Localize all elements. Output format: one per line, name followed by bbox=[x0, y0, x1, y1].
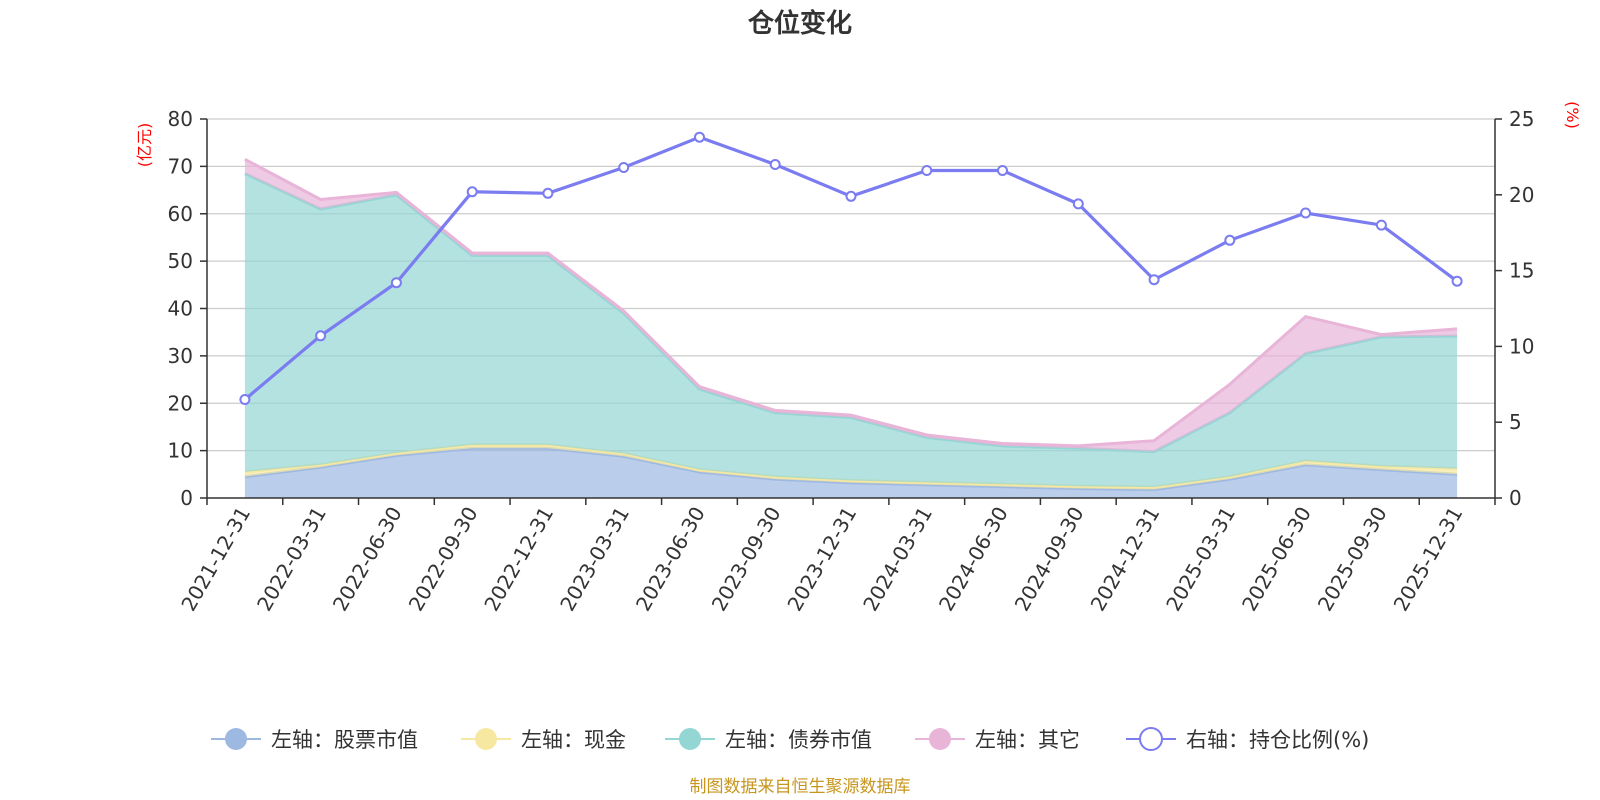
ratio-point bbox=[542, 187, 554, 199]
legend-marker-circle bbox=[1139, 727, 1163, 751]
legend-label: 左轴：现金 bbox=[521, 728, 626, 752]
left-axis-tick-label: 70 bbox=[168, 154, 193, 178]
legend-marker-circle bbox=[225, 728, 247, 750]
ratio-point bbox=[1300, 207, 1312, 219]
legend-label: 左轴：股票市值 bbox=[271, 728, 418, 752]
x-axis-label: 2023-06-30 bbox=[631, 503, 710, 616]
x-axis-label: 2025-12-31 bbox=[1389, 503, 1468, 616]
area-左轴：债券市值 bbox=[244, 173, 1458, 488]
x-axis-label: 2024-06-30 bbox=[934, 503, 1013, 616]
x-axis-label: 2022-09-30 bbox=[404, 503, 483, 616]
x-axis-label: 2023-09-30 bbox=[707, 503, 786, 616]
left-axis-tick-label: 30 bbox=[168, 344, 193, 368]
right-axis-tick-label: 5 bbox=[1509, 410, 1522, 434]
legend-marker-circle bbox=[929, 728, 951, 750]
x-axis-label: 2022-03-31 bbox=[252, 503, 331, 616]
ratio-point bbox=[694, 131, 705, 143]
chart-title: 仓位变化 bbox=[747, 8, 852, 39]
x-axis-label: 2021-12-31 bbox=[176, 503, 255, 616]
x-axis-label: 2022-12-31 bbox=[479, 503, 558, 616]
x-axis-label: 2023-03-31 bbox=[555, 503, 634, 616]
ratio-point bbox=[618, 162, 630, 173]
x-axis-label: 2022-06-30 bbox=[328, 503, 407, 616]
legend-label: 左轴：其它 bbox=[975, 728, 1080, 752]
x-axis-label: 2025-03-31 bbox=[1161, 503, 1240, 616]
legend-label: 右轴：持仓比例(%) bbox=[1186, 728, 1369, 752]
ratio-point bbox=[845, 190, 857, 202]
ratio-line-series bbox=[239, 131, 1463, 405]
legend-marker-circle bbox=[475, 728, 497, 750]
ratio-point bbox=[239, 394, 251, 405]
x-axis-label: 2023-12-31 bbox=[782, 503, 861, 616]
area-左轴：股票市值 bbox=[244, 448, 1458, 498]
right-axis-tick-label: 0 bbox=[1509, 486, 1522, 510]
ratio-point bbox=[1375, 219, 1387, 231]
x-axis-label: 2024-09-30 bbox=[1010, 503, 1089, 616]
legend-label: 左轴：债券市值 bbox=[725, 728, 872, 752]
right-axis-tick-label: 25 bbox=[1509, 107, 1534, 131]
ratio-point bbox=[921, 165, 933, 176]
ratio-point bbox=[1451, 275, 1463, 287]
left-axis-tick-label: 80 bbox=[168, 107, 193, 131]
x-axis-label: 2025-09-30 bbox=[1313, 503, 1392, 616]
left-axis-tick-label: 10 bbox=[168, 439, 193, 463]
x-axis-label: 2024-03-31 bbox=[858, 503, 937, 616]
right-axis-tick-label: 20 bbox=[1509, 183, 1534, 207]
ratio-point bbox=[997, 165, 1008, 176]
ratio-point bbox=[1224, 234, 1236, 246]
ratio-point bbox=[1072, 198, 1084, 210]
legend-marker-circle bbox=[679, 728, 701, 750]
area-edge-左轴：其它 bbox=[244, 157, 1458, 448]
source-note: 制图数据来自恒生聚源数据库 bbox=[690, 777, 911, 797]
stacked-areas bbox=[244, 157, 1458, 498]
ratio-point bbox=[315, 330, 327, 342]
right-axis-tick-label: 15 bbox=[1509, 259, 1534, 283]
x-axis-label: 2025-06-30 bbox=[1237, 503, 1316, 616]
left-axis-tick-label: 60 bbox=[168, 202, 193, 226]
x-axis-label: 2024-12-31 bbox=[1086, 503, 1165, 616]
ratio-point bbox=[390, 277, 402, 289]
left-axis-tick-label: 50 bbox=[168, 249, 193, 273]
right-axis-tick-label: 10 bbox=[1509, 334, 1534, 358]
right-axis-unit: (%) bbox=[1563, 101, 1582, 129]
ratio-point bbox=[769, 159, 781, 170]
left-axis-tick-label: 0 bbox=[180, 486, 193, 510]
left-axis-tick-label: 40 bbox=[168, 297, 193, 321]
ratio-point bbox=[1148, 274, 1160, 286]
ratio-point bbox=[466, 186, 478, 198]
left-axis-tick-label: 20 bbox=[168, 391, 193, 415]
left-axis-unit: (亿元) bbox=[135, 123, 154, 168]
legend: 左轴：股票市值 左轴：现金 左轴：债券市值 左轴：其它 右轴：持仓比例(%) bbox=[211, 727, 1369, 752]
